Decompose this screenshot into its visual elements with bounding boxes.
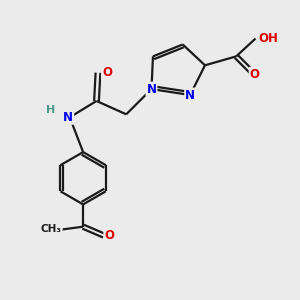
Text: H: H bbox=[46, 105, 55, 115]
Text: N: N bbox=[63, 111, 73, 124]
Text: O: O bbox=[102, 66, 112, 79]
Text: O: O bbox=[250, 68, 260, 81]
Text: N: N bbox=[185, 88, 195, 101]
Text: N: N bbox=[146, 82, 157, 96]
Text: CH₃: CH₃ bbox=[41, 224, 62, 234]
Text: O: O bbox=[104, 229, 114, 242]
Text: OH: OH bbox=[259, 32, 278, 45]
